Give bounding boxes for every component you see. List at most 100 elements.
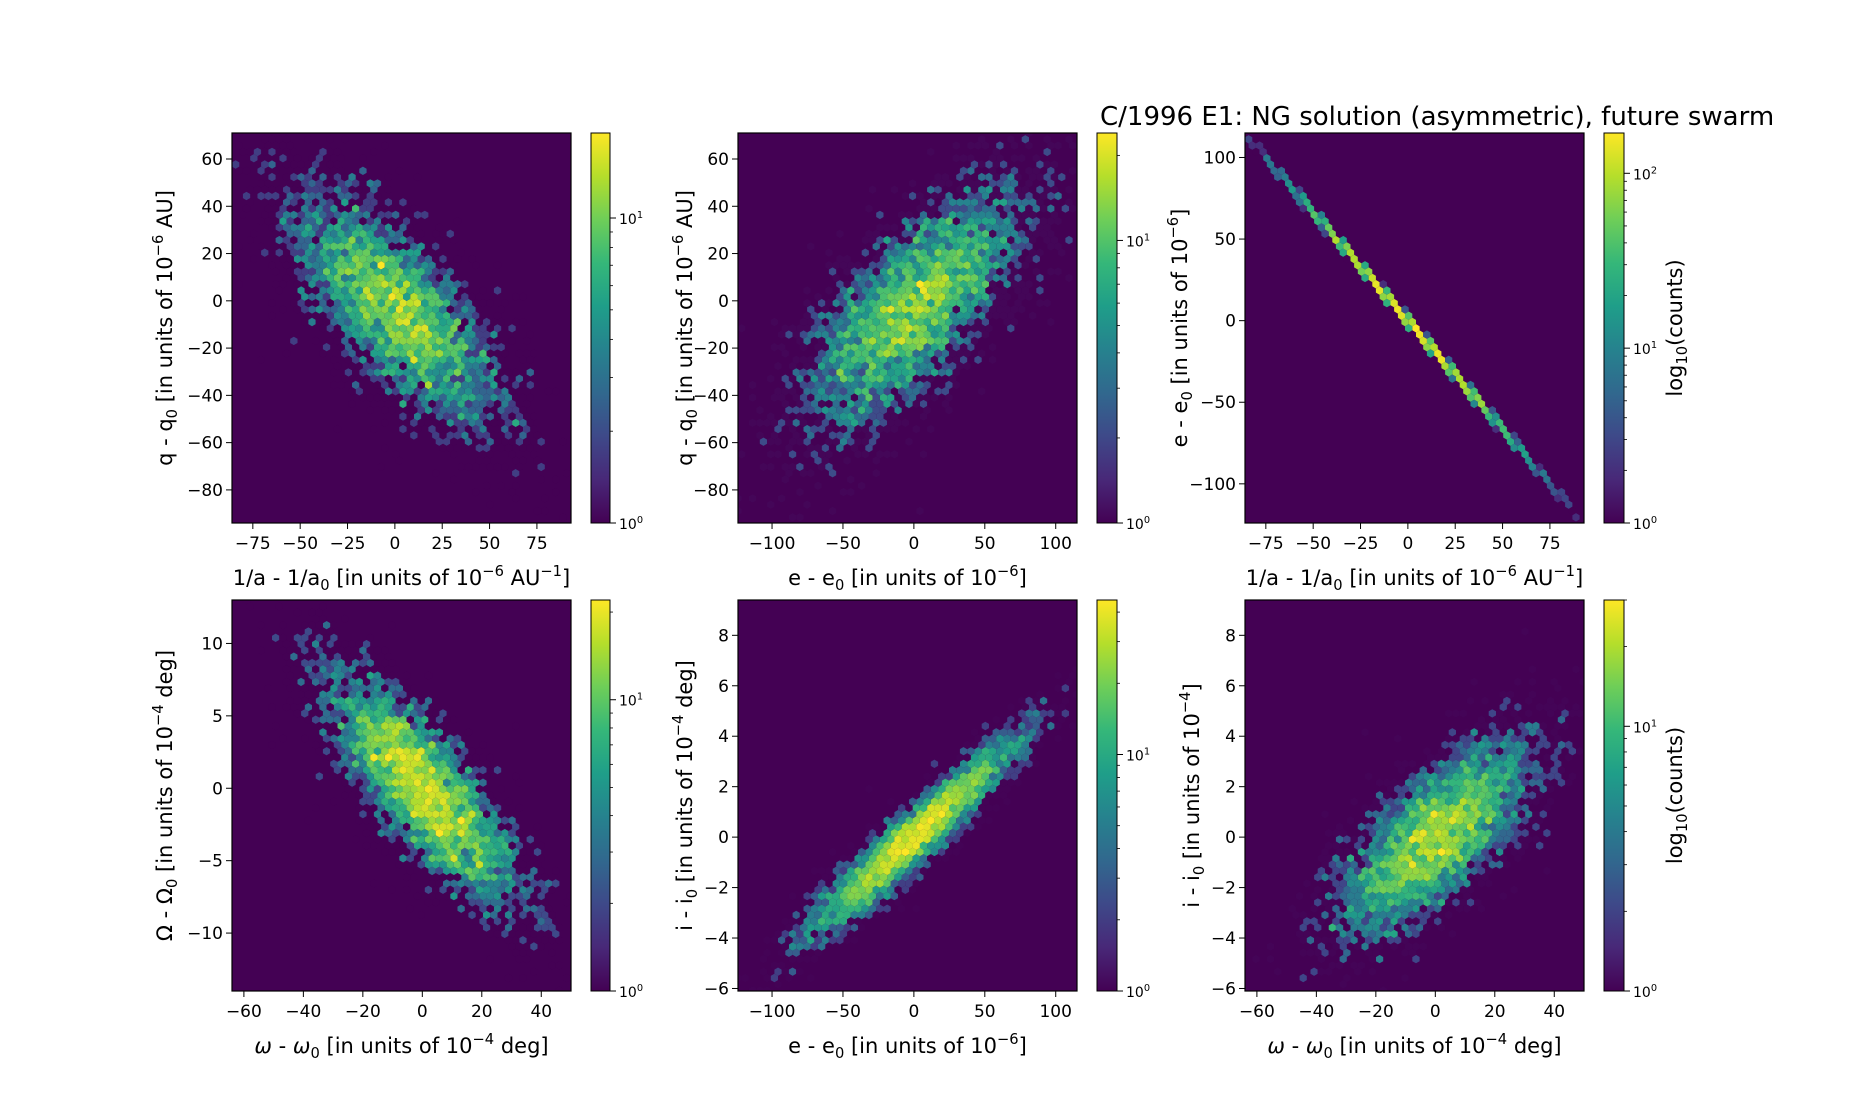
hexbin-cell [1361,942,1369,951]
hexbin-cell [876,324,884,333]
hexbin-cell [865,431,873,440]
hexbin-cell [341,728,349,737]
hexbin-cell [1025,166,1033,175]
hexbin-cell [344,191,352,201]
x-tick-label: −60 [1239,1002,1275,1022]
hexbin-cell [1477,803,1486,813]
hexbin-cell [952,797,960,806]
hexbin-cell [359,292,367,301]
hexbin-cell [362,841,371,850]
hexbin-cell [330,671,338,680]
hexbin-cell [366,355,374,364]
hexbin-cell [738,494,742,503]
hexbin-cell [424,393,433,402]
hexbin-cell [1010,772,1019,781]
y-tick-label: 60 [201,150,223,170]
hexbin-cell [381,658,389,668]
hexbin-cell [432,772,440,781]
hexbin-cell [1445,847,1453,857]
hexbin-cell [304,160,312,169]
hexbin-cell [916,305,924,314]
hexbin-cell [312,286,320,295]
hexbin-cell [963,273,971,283]
hexbin-cell [464,412,473,421]
hexbin-cell [1510,822,1518,831]
hexbin-cell [435,412,443,421]
hexbin-cell [818,462,826,472]
hexbin-cell [373,709,382,718]
hexbin-cell [959,191,968,201]
hexbin-cell [1058,172,1066,182]
hexbin-cell [377,702,385,712]
hexbin-cell [439,355,447,364]
hexbin-cell [384,791,392,800]
hexbin-cell [1510,759,1518,768]
hexbin-cell [1354,866,1362,876]
hexbin-cell [504,936,513,945]
hexbin-cell [428,828,436,838]
hexbin-cell [810,917,818,926]
hexbin-cell [443,828,451,838]
hexbin-cell [523,336,531,346]
hexbin-cell [1245,986,1249,991]
hexbin-cells [232,133,571,522]
hexbin-cell [395,456,403,465]
hexbin-cell [1416,873,1424,882]
hexbin-cell [959,154,968,163]
hexbin-cell [504,847,513,857]
hexbin-cell [839,361,848,371]
hexbin-cell [315,254,323,264]
hexbin-cell [308,658,316,668]
hexbin-cell [927,816,935,825]
hexbin-cell [519,973,527,983]
hexbin-cell [486,399,494,409]
hexbin-cell [537,879,545,888]
hexbin-cell [1299,973,1307,983]
hexbin-cell [952,280,960,289]
hexbin-cell [515,437,523,446]
hexbin-cell [403,835,411,844]
hexbin-cell [515,778,523,787]
hexbin-cell [836,873,844,882]
hexbin-cell [865,860,873,869]
hexbin-cell [348,172,356,182]
hexbin-cell [1401,860,1409,869]
hexbin-cell [879,847,888,857]
hexbin-cell [1036,273,1044,283]
hexbin-cell [333,185,342,194]
hexbin-cell [879,317,888,327]
hexbin-cell [453,797,462,806]
hexbin-cell [366,406,374,415]
hexbin-cell [504,910,513,920]
hexbin-cell [949,778,957,787]
hexbin-cell [861,311,869,320]
hexbin-cell [956,816,964,825]
hexbin-cell [1025,721,1033,731]
hexbin-cell [923,784,931,794]
hexbin-cell [490,797,498,806]
hexbin-cell [308,204,316,213]
hexbin-cell [1543,753,1551,762]
hexbin-cell [883,261,891,270]
hexbin-cell [1459,797,1467,806]
hexbin-cell [279,633,287,642]
hexbin-cell [934,286,942,295]
hexbin-cell [362,261,371,270]
hexbin-cell [355,235,363,245]
hexbin-cell [326,627,334,636]
hexbin-cell [868,904,877,913]
hexbin-cell [945,343,953,352]
hexbin-cell [854,361,862,371]
hexbin-cell [1412,866,1420,876]
hexbin-cell [1474,847,1482,857]
hexbin-cell [1485,828,1493,838]
hexbin-cell [1528,665,1536,674]
hexbin-cell [417,696,425,705]
hexbin-cell [996,772,1004,781]
hexbin-cell [486,500,494,509]
hexbin-cell [362,349,371,358]
hexbin-cell [828,406,837,415]
hexbin-cell [901,191,909,201]
hexbin-cell [1546,709,1555,718]
hexbin-cell [978,349,986,358]
